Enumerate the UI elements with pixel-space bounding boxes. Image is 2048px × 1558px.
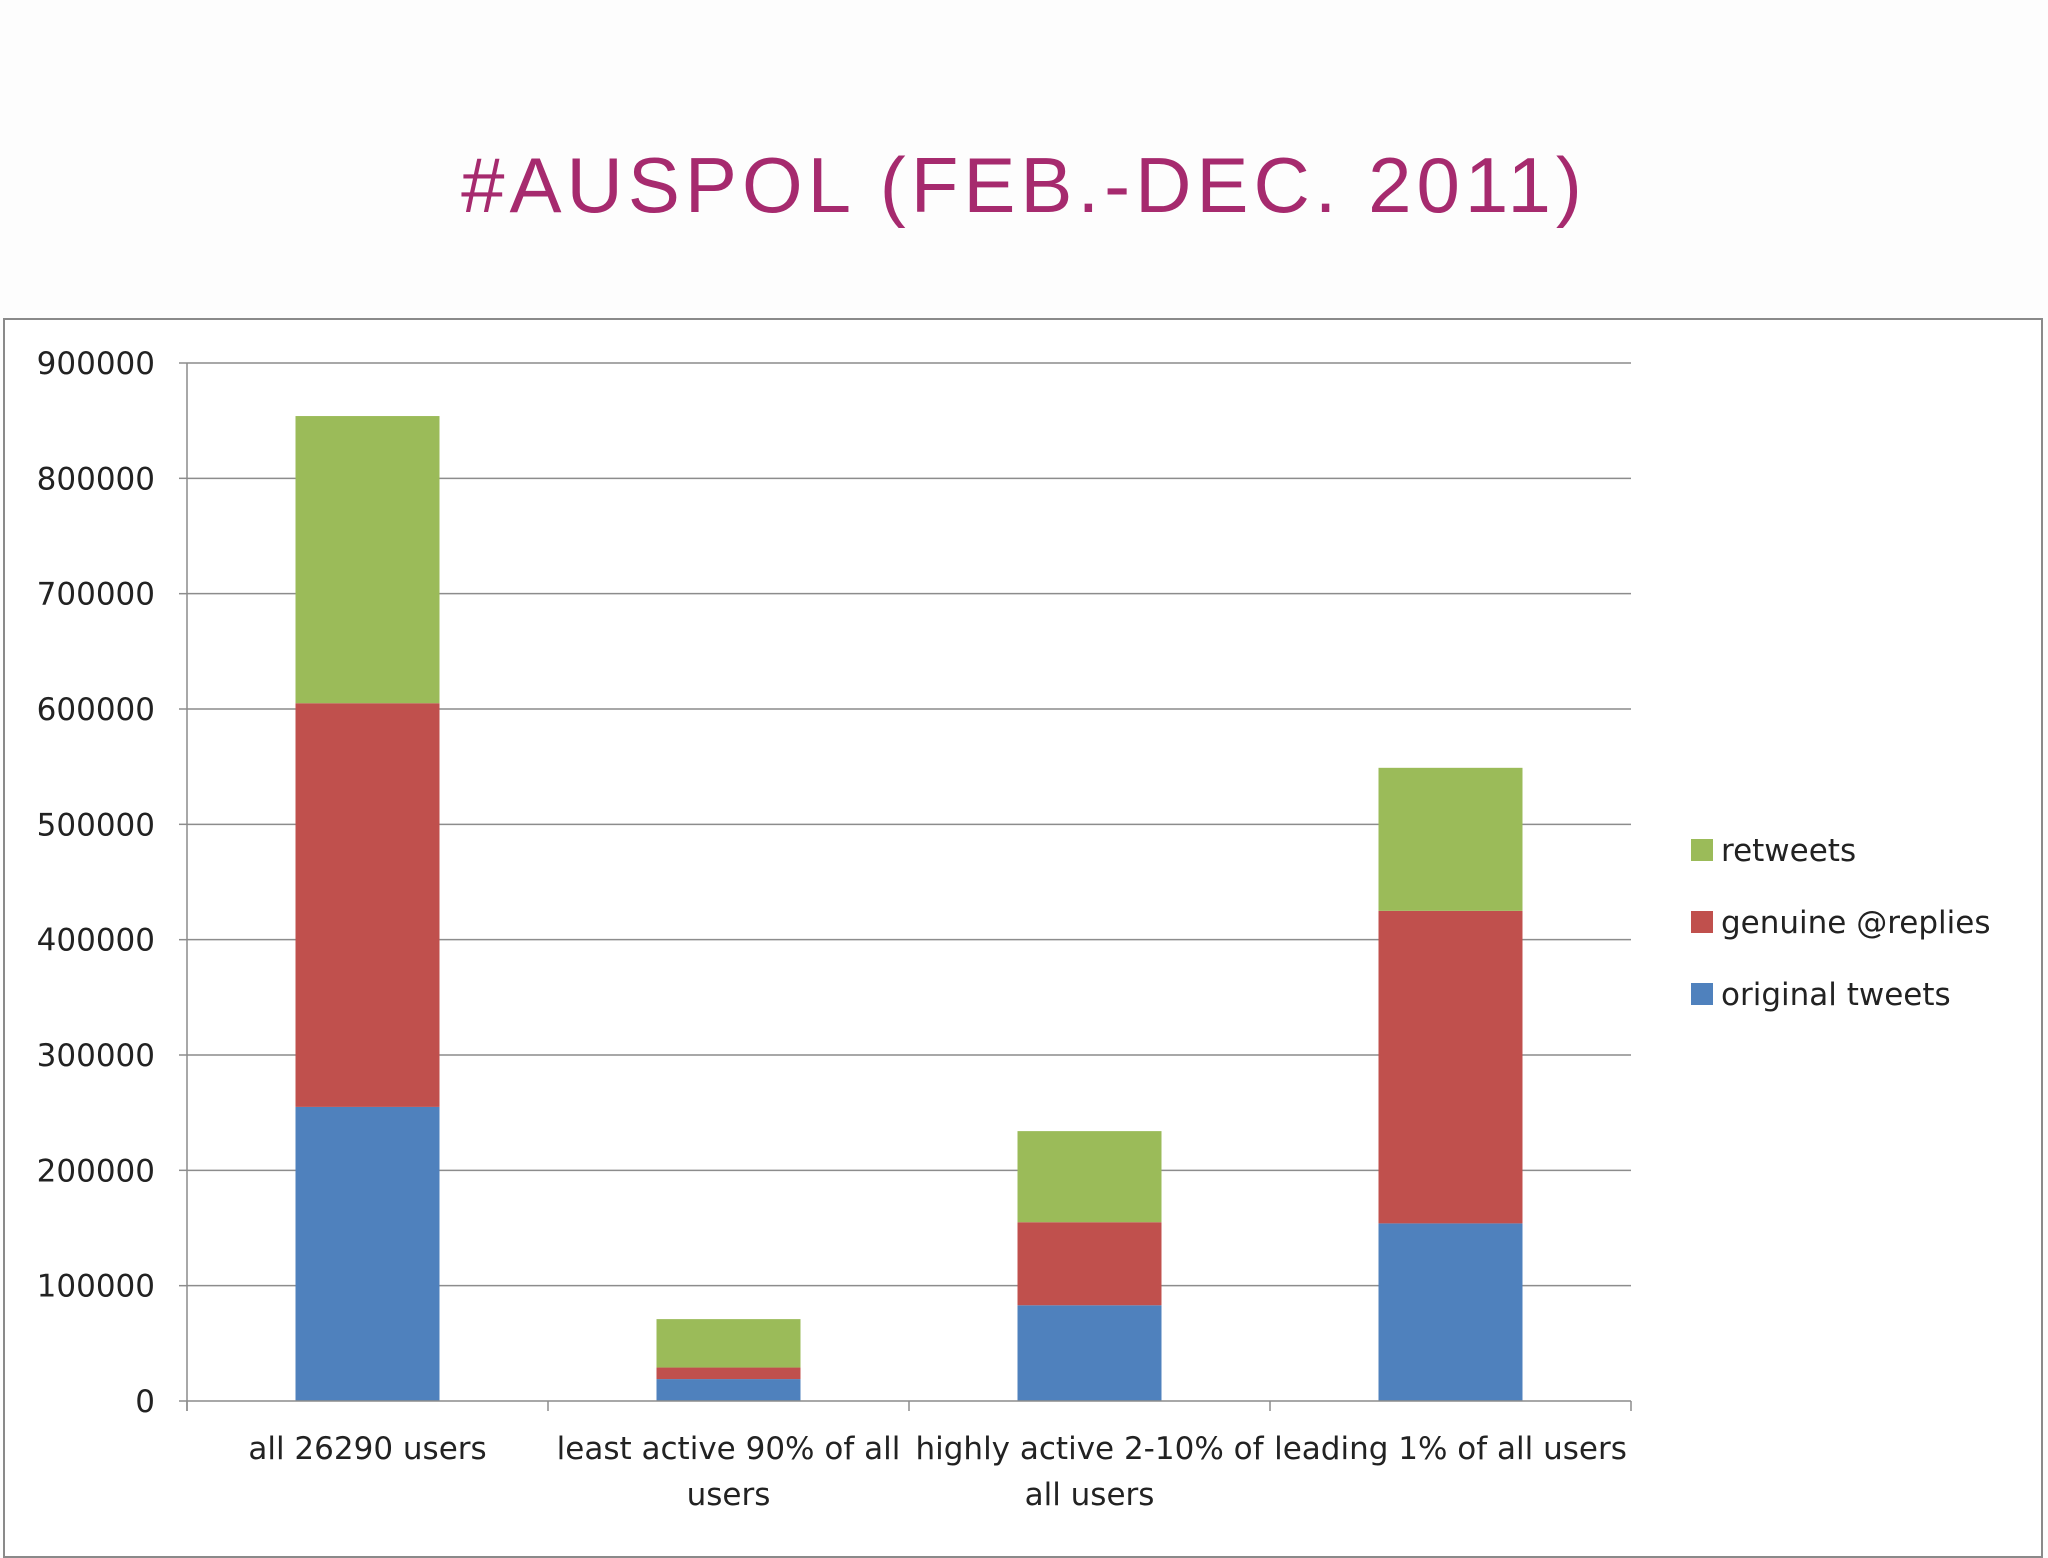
y-tick-label: 300000: [37, 1038, 155, 1074]
bar-segment-retweets: [295, 416, 440, 704]
x-category-label: leading 1% of all users: [1274, 1431, 1627, 1467]
legend: retweets genuine @replies original tweets: [1691, 833, 1991, 1013]
bar-segment-genuine-replies: [1378, 910, 1523, 1224]
x-category-label: all 26290 users: [248, 1431, 486, 1467]
bar-segment-genuine-replies: [1017, 1222, 1162, 1306]
y-tick-label: 0: [135, 1384, 155, 1420]
bar-segment-genuine-replies: [295, 703, 440, 1107]
chart-frame: 0 100000 200000 300000 400000 500000 600000 700…: [3, 318, 2043, 1558]
legend-swatch: [1691, 839, 1713, 861]
bar-segment-retweets: [1378, 767, 1523, 911]
legend-label: genuine @replies: [1721, 905, 1991, 941]
legend-label: retweets: [1721, 833, 1856, 869]
bar-segment-original-tweets: [1378, 1223, 1523, 1401]
axis-labels: 0 100000 200000 300000 400000 500000 600000 700…: [37, 346, 1627, 1513]
stacked-bar-chart: 0 100000 200000 300000 400000 500000 600000 700…: [37, 346, 1991, 1513]
axes: [179, 362, 1632, 1411]
bar-segment-original-tweets: [656, 1379, 801, 1401]
bar-segment-genuine-replies: [656, 1367, 801, 1380]
legend-swatch: [1691, 911, 1713, 933]
bar-segment-original-tweets: [295, 1106, 440, 1401]
legend-label: original tweets: [1721, 977, 1951, 1013]
y-tick-label: 800000: [37, 461, 155, 497]
x-category-label: least active 90% of all: [557, 1431, 901, 1467]
y-tick-label: 900000: [37, 346, 155, 382]
y-tick-label: 400000: [37, 923, 155, 959]
bar-segment-retweets: [656, 1319, 801, 1368]
slide-title: #AUSPOL (FEB.-DEC. 2011): [461, 141, 1587, 229]
x-category-label: all users: [1025, 1477, 1155, 1513]
y-tick-label: 200000: [37, 1153, 155, 1189]
legend-swatch: [1691, 983, 1713, 1005]
y-tick-label: 100000: [37, 1269, 155, 1305]
bar-segment-original-tweets: [1017, 1305, 1162, 1401]
y-tick-label: 700000: [37, 577, 155, 613]
y-tick-label: 500000: [37, 807, 155, 843]
bars: [295, 416, 1523, 1401]
bar-segment-retweets: [1017, 1131, 1162, 1223]
y-tick-label: 600000: [37, 692, 155, 728]
x-category-label: highly active 2-10% of: [915, 1431, 1264, 1467]
x-category-label: users: [687, 1477, 771, 1513]
